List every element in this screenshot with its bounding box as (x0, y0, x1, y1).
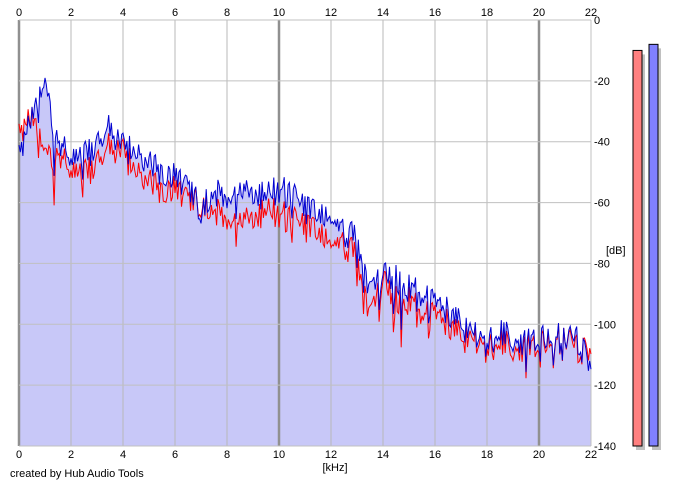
x-tick-bottom: 8 (224, 449, 230, 461)
x-tick-bottom: 6 (172, 449, 178, 461)
y-tick: -140 (594, 441, 616, 453)
x-tick-top: 12 (325, 7, 337, 19)
x-tick-bottom: 2 (68, 449, 74, 461)
x-tick-top: 2 (68, 7, 74, 19)
x-tick-bottom: 12 (325, 449, 337, 461)
level-meter-1 (648, 43, 659, 447)
x-tick-top: 14 (377, 7, 389, 19)
y-tick: -100 (594, 319, 616, 331)
x-tick-bottom: 14 (377, 449, 389, 461)
x-tick-top: 22 (585, 7, 597, 19)
y-tick: -80 (594, 258, 610, 270)
x-tick-top: 10 (273, 7, 285, 19)
x-tick-top: 16 (429, 7, 441, 19)
y-tick: -20 (594, 76, 610, 88)
y-tick: -60 (594, 198, 610, 210)
x-tick-top: 18 (481, 7, 493, 19)
x-tick-top: 0 (16, 7, 22, 19)
y-axis-label: [dB] (606, 245, 626, 257)
x-tick-top: 4 (120, 7, 126, 19)
x-tick-top: 8 (224, 7, 230, 19)
x-axis-label: [kHz] (322, 462, 347, 474)
x-tick-bottom: 10 (273, 449, 285, 461)
x-tick-bottom: 20 (533, 449, 545, 461)
spectrum-fill (19, 77, 591, 447)
x-tick-bottom: 0 (16, 449, 22, 461)
level-meter-0 (632, 49, 643, 447)
credit-text: created by Hub Audio Tools (10, 468, 144, 480)
y-tick: -120 (594, 380, 616, 392)
x-tick-top: 6 (172, 7, 178, 19)
series-line-1 (18, 77, 592, 373)
x-tick-bottom: 16 (429, 449, 441, 461)
x-tick-top: 20 (533, 7, 545, 19)
y-tick: -40 (594, 137, 610, 149)
y-tick: 0 (594, 15, 600, 27)
x-tick-bottom: 18 (481, 449, 493, 461)
x-tick-bottom: 22 (585, 449, 597, 461)
x-tick-bottom: 4 (120, 449, 126, 461)
series-line-0 (18, 106, 592, 379)
